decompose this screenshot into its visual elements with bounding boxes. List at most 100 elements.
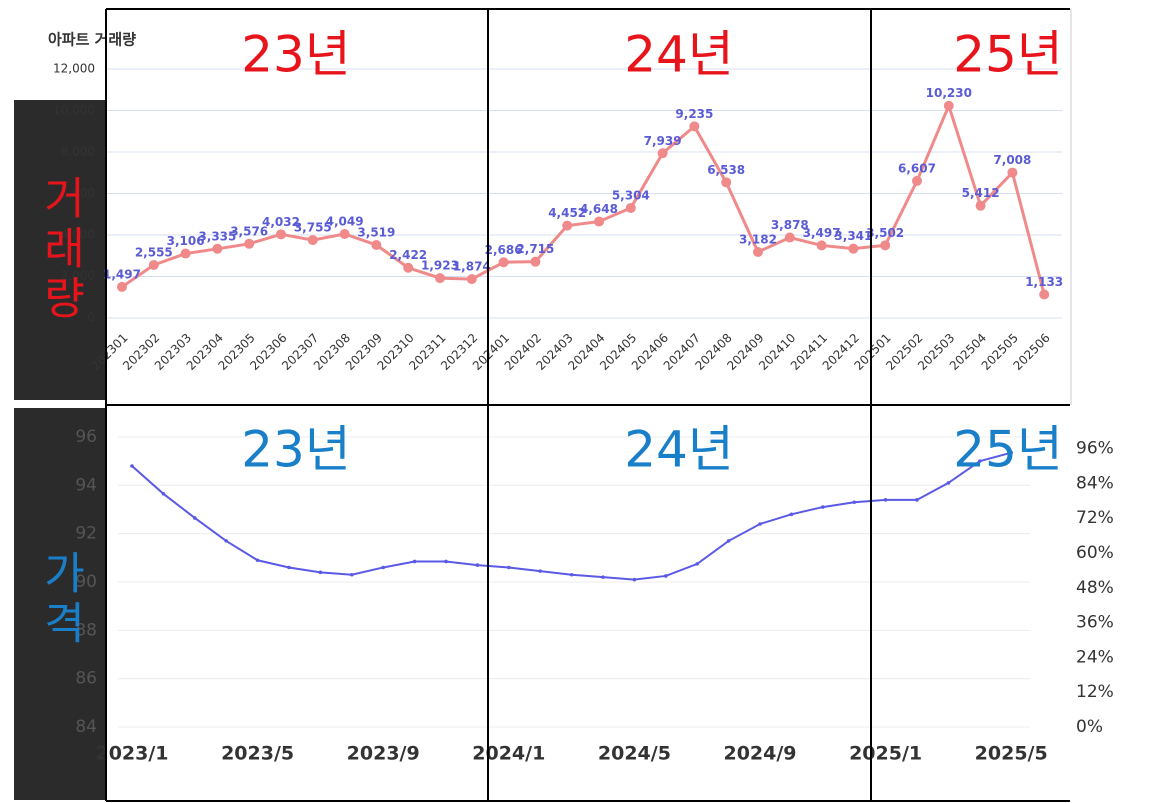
data-label: 3,335 — [198, 229, 236, 243]
y-tick-label: 88 — [75, 620, 97, 640]
data-label: 3,519 — [357, 225, 395, 239]
data-label: 3,576 — [230, 224, 268, 238]
x-tick-label: 2024/5 — [598, 743, 671, 765]
data-label: 2,686 — [485, 243, 523, 257]
marker — [117, 281, 127, 292]
side-strip — [14, 100, 105, 400]
data-label: 2,422 — [389, 248, 427, 262]
marker — [444, 559, 448, 564]
y-tick-label: 10,000 — [53, 103, 95, 117]
marker — [978, 459, 982, 463]
data-label: 3,755 — [294, 221, 332, 235]
data-label: 3,878 — [771, 218, 809, 232]
data-label: 1,133 — [1025, 275, 1063, 289]
data-label: 4,452 — [548, 206, 586, 220]
marker — [880, 240, 891, 251]
marker — [852, 500, 856, 505]
marker — [466, 274, 477, 285]
data-label: 3,341 — [834, 229, 872, 243]
y2-tick-label: 84% — [1076, 473, 1114, 493]
data-label: 9,235 — [675, 107, 713, 121]
line — [121, 101, 1046, 295]
x-tick-label: 2025/5 — [975, 743, 1048, 765]
x-tick-label: 2024/9 — [723, 743, 796, 765]
marker — [381, 565, 386, 570]
data-label: 4,648 — [580, 202, 618, 216]
marker — [632, 577, 637, 582]
data-label: 5,412 — [962, 186, 1000, 200]
data-label: 10,230 — [926, 86, 972, 100]
marker — [193, 516, 197, 520]
data-label: 3,497 — [803, 226, 841, 240]
y-tick-label: 0 — [87, 311, 95, 325]
y-tick-label: 84 — [75, 717, 97, 737]
marker — [562, 220, 573, 231]
data-label: 3,502 — [866, 226, 904, 240]
x-tick-label: 2023/1 — [95, 743, 168, 765]
y-tick-label: 6,000 — [61, 186, 95, 200]
annotation: 24년 — [624, 26, 734, 84]
marker — [721, 177, 732, 188]
marker — [507, 565, 511, 570]
marker — [538, 569, 542, 573]
marker — [287, 565, 291, 570]
marker — [569, 572, 574, 577]
x-tick-label: 2023/9 — [347, 743, 420, 765]
marker — [912, 175, 922, 186]
marker — [148, 259, 159, 270]
side-label: 가격 — [34, 550, 86, 650]
marker — [180, 248, 191, 259]
y-tick-label: 96 — [75, 427, 97, 447]
y2-tick-label: 96% — [1076, 439, 1114, 459]
chart-title: 아파트 거래량 — [48, 31, 136, 49]
marker — [371, 239, 382, 250]
marker — [498, 257, 509, 268]
marker — [883, 498, 888, 502]
annotation: 25년 — [953, 421, 1063, 479]
marker — [1039, 289, 1050, 300]
marker — [1009, 450, 1013, 455]
data-label: 4,032 — [262, 215, 300, 229]
marker — [1007, 167, 1018, 178]
marker — [403, 262, 414, 273]
marker — [276, 229, 286, 240]
data-label: 1,923 — [421, 259, 459, 273]
annotation: 23년 — [241, 26, 351, 84]
marker — [255, 558, 260, 563]
marker — [530, 256, 541, 267]
marker — [816, 240, 827, 251]
data-label: 6,538 — [707, 163, 745, 177]
x-tick-label: 2024/1 — [472, 743, 545, 765]
marker — [625, 202, 636, 213]
y-tick-label: 4,000 — [61, 228, 95, 242]
data-label: 3,182 — [739, 232, 777, 246]
marker — [412, 559, 417, 564]
data-label: 7,939 — [644, 134, 682, 148]
data-label: 2,715 — [516, 242, 554, 256]
data-label: 2,555 — [135, 245, 173, 259]
side-strip — [14, 408, 105, 800]
x-tick-label: 2025/1 — [849, 743, 922, 765]
marker — [946, 481, 951, 485]
marker — [848, 243, 859, 254]
y2-tick-label: 60% — [1076, 543, 1114, 563]
y-tick-label: 2,000 — [61, 269, 95, 283]
marker — [130, 464, 134, 468]
marker — [435, 273, 445, 284]
marker — [726, 539, 731, 543]
marker — [689, 121, 700, 132]
marker — [594, 216, 604, 227]
marker — [475, 563, 480, 567]
annotation: 24년 — [624, 421, 734, 479]
x-tick-label: 2023/5 — [221, 743, 294, 765]
side-label: 거래량 — [34, 175, 86, 325]
marker — [753, 246, 763, 257]
y2-tick-label: 24% — [1076, 647, 1114, 667]
y-tick-label: 12,000 — [53, 62, 95, 76]
y2-tick-label: 72% — [1076, 508, 1114, 528]
y-tick-label: 86 — [75, 669, 97, 689]
data-label: 1,874 — [453, 260, 491, 274]
annotation: 25년 — [953, 26, 1063, 84]
marker — [307, 235, 318, 246]
